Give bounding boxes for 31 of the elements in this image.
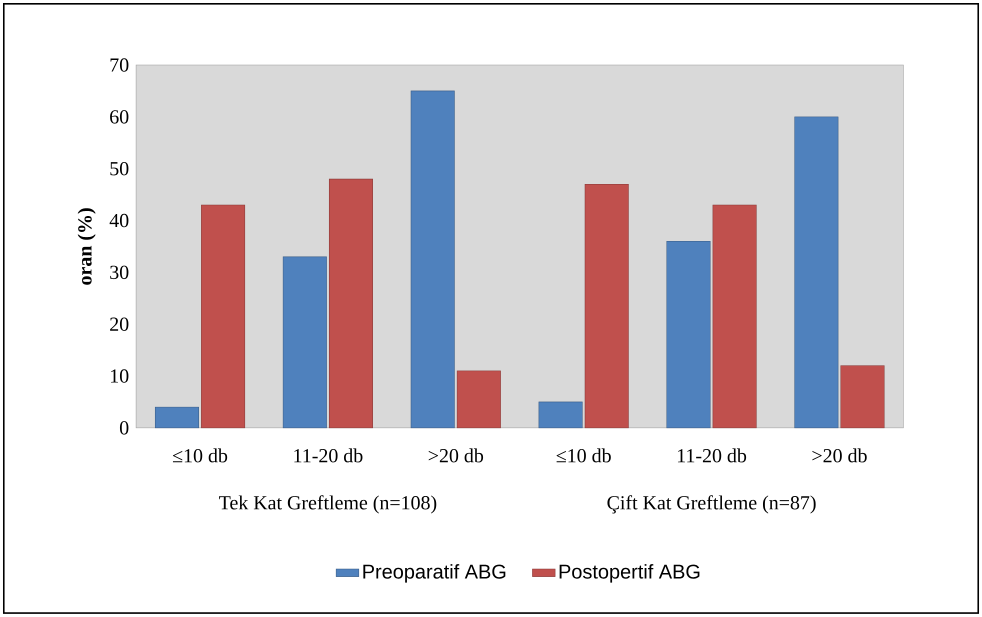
y-tick-label: 40 xyxy=(110,214,128,228)
text: Tek Kat Greftleme (n=108) xyxy=(219,495,436,514)
bar xyxy=(456,370,501,428)
y-axis-title: oran (%) xyxy=(78,208,96,285)
x-tick-label: 11-20 db xyxy=(294,448,362,462)
legend-label: Preoparatif ABG xyxy=(363,564,506,583)
x-tick-label: >20 db xyxy=(428,448,484,462)
legend-label: Postopertif ABG xyxy=(560,564,700,583)
bar xyxy=(328,178,373,428)
bar xyxy=(666,241,710,428)
y-tick-label: 60 xyxy=(110,110,128,124)
bar xyxy=(410,90,455,428)
y-tick-label: 30 xyxy=(110,266,128,280)
bar xyxy=(584,184,629,428)
x-tick-label: >20 db xyxy=(812,448,867,462)
bar xyxy=(840,365,884,428)
bar xyxy=(282,256,327,428)
y-tick-label: 20 xyxy=(110,318,128,331)
text: Çift Kat Greftleme (n=87) xyxy=(607,495,816,514)
x-tick-label: ≤10 db xyxy=(172,448,228,462)
bar xyxy=(794,116,838,428)
y-tick-label: 10 xyxy=(110,369,128,383)
y-tick-label: 0 xyxy=(120,421,128,435)
y-tick-label: 50 xyxy=(110,162,128,176)
x-tick-label: ≤10 db xyxy=(556,448,611,462)
x-tick-label: 11-20 db xyxy=(678,448,746,462)
y-tick-label: 70 xyxy=(110,58,128,72)
bar xyxy=(538,402,583,428)
bar xyxy=(712,204,757,428)
bar xyxy=(201,204,246,428)
bar xyxy=(154,406,199,428)
